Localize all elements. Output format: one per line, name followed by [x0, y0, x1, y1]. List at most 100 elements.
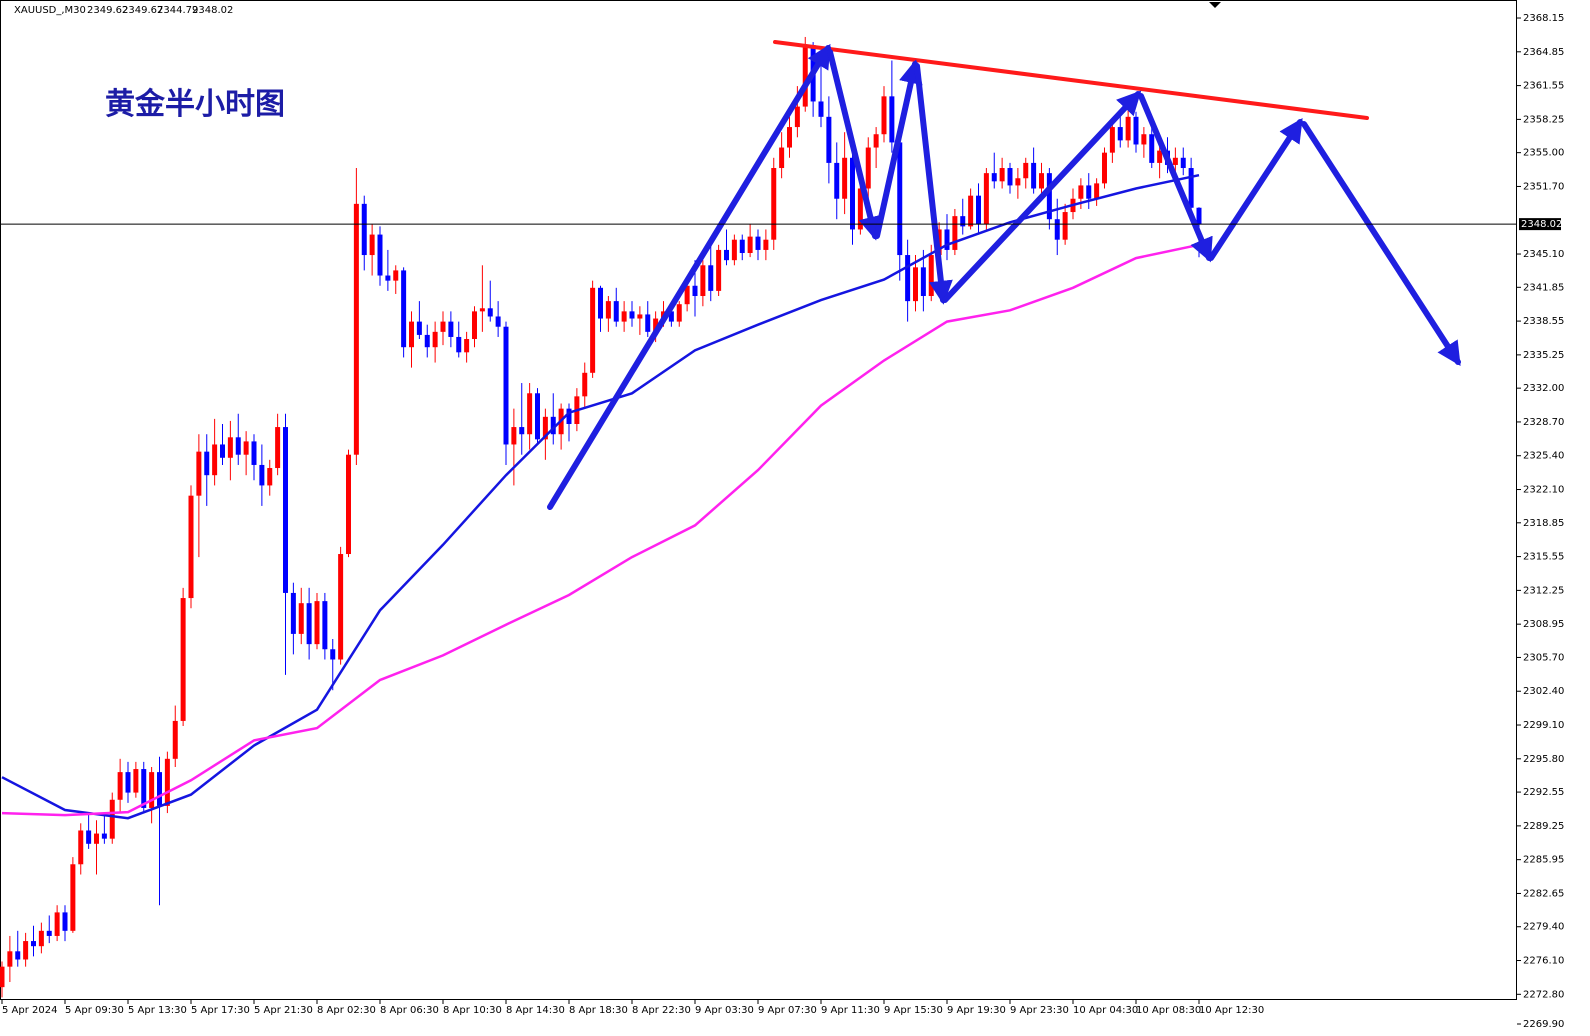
candle-body [7, 951, 13, 967]
candle-body [944, 229, 950, 250]
candle-body [235, 437, 241, 455]
resistance-line [773, 40, 1369, 120]
candle-body [613, 301, 619, 322]
y-tick-label: 2325.40 [1523, 451, 1564, 462]
candle-body [739, 239, 745, 254]
y-tick-label: 2338.55 [1523, 316, 1564, 327]
candle-body [70, 864, 76, 931]
x-tick-label: 10 Apr 08:30 [1136, 1005, 1201, 1016]
candle-body [196, 451, 202, 496]
y-tick-label: 2351.70 [1523, 181, 1564, 192]
y-tick-label: 2318.85 [1523, 518, 1564, 529]
arrow [827, 49, 883, 241]
candle-body [353, 203, 359, 455]
y-tick-label: 2308.95 [1523, 619, 1564, 630]
candle-body [251, 441, 257, 465]
x-tick-label: 9 Apr 23:30 [1010, 1005, 1069, 1016]
y-tick-label: 2269.90 [1523, 1019, 1564, 1030]
y-tick-label: 2302.40 [1523, 686, 1564, 697]
ohlc-high: 2349.67 [122, 5, 163, 16]
candle-body [101, 833, 107, 839]
candle-body [54, 912, 60, 936]
candle-body [369, 234, 375, 256]
candle-body [141, 769, 147, 808]
candle-body [676, 304, 682, 322]
candle-body [1117, 127, 1123, 141]
candle-body [330, 649, 336, 660]
candle-body [842, 157, 848, 199]
candle-body [692, 285, 698, 297]
candle-body [519, 427, 525, 435]
moving-average [1, 173, 1200, 820]
y-tick-label: 2328.70 [1523, 417, 1564, 428]
y-tick-label: 2358.25 [1523, 114, 1564, 125]
candle-body [38, 930, 44, 947]
candle-body [1023, 162, 1029, 179]
candle-body [542, 416, 548, 440]
candle-body [716, 249, 722, 291]
candle-body [15, 951, 21, 960]
candle-body [1078, 185, 1084, 199]
y-tick-label: 2285.95 [1523, 855, 1564, 866]
x-tick-label: 5 Apr 13:30 [128, 1005, 187, 1016]
candle-body [968, 195, 974, 227]
y-tick-label: 2332.00 [1523, 383, 1564, 394]
candle-body [637, 314, 643, 319]
annotations [547, 40, 1461, 510]
candle-body [621, 311, 627, 322]
candle-body [755, 236, 761, 250]
candle-body [1157, 150, 1163, 163]
candle-body [432, 331, 438, 348]
candle-body [212, 444, 218, 476]
candle-body [267, 468, 273, 486]
candle-body [645, 314, 651, 332]
candle-body [62, 912, 68, 931]
ohlc-open: 2349.62 [87, 5, 128, 16]
candle-body [227, 437, 233, 458]
candle-body [1094, 183, 1100, 199]
candle-body [1133, 116, 1139, 145]
arrow [1301, 121, 1461, 367]
candle-body [582, 372, 588, 397]
candle-body [653, 318, 659, 332]
candle-body [818, 101, 824, 117]
price-box [1519, 218, 1561, 231]
y-tick-label: 2368.15 [1523, 13, 1564, 24]
candle-body [913, 267, 918, 302]
candle-body [881, 96, 887, 135]
candle-body [802, 45, 808, 107]
y-tick-label: 2282.65 [1523, 888, 1564, 899]
candle-body [361, 203, 367, 256]
arrow [1208, 117, 1303, 261]
candle-body [385, 275, 391, 281]
candle-body [983, 173, 989, 225]
candle-body [1188, 168, 1194, 208]
y-tick-label: 2299.10 [1523, 720, 1564, 731]
y-tick-label: 2364.85 [1523, 47, 1564, 58]
candle-body [133, 769, 139, 793]
candle-body [731, 239, 737, 261]
candle-body [78, 830, 84, 865]
x-tick-label: 9 Apr 07:30 [758, 1005, 817, 1016]
candle-body [629, 311, 635, 319]
candle-body [157, 772, 162, 806]
y-tick-label: 2292.55 [1523, 787, 1564, 798]
candle-body [86, 830, 92, 844]
candle-body [31, 941, 36, 947]
candle-body [897, 142, 903, 256]
candle-body [448, 321, 454, 337]
candle-body [1062, 212, 1068, 240]
candle-body [1180, 157, 1186, 169]
x-tick-label: 8 Apr 02:30 [317, 1005, 376, 1016]
candle-body [873, 134, 879, 148]
candle-body [787, 127, 792, 148]
candle-body [763, 239, 769, 250]
candle-body [550, 416, 556, 435]
candle-body [409, 321, 414, 348]
candle-body [188, 495, 194, 599]
candle-body [1015, 178, 1021, 186]
candle-body [889, 96, 895, 143]
candle-body [0, 966, 5, 988]
candle-body [416, 321, 422, 335]
candle-body [1086, 185, 1092, 199]
